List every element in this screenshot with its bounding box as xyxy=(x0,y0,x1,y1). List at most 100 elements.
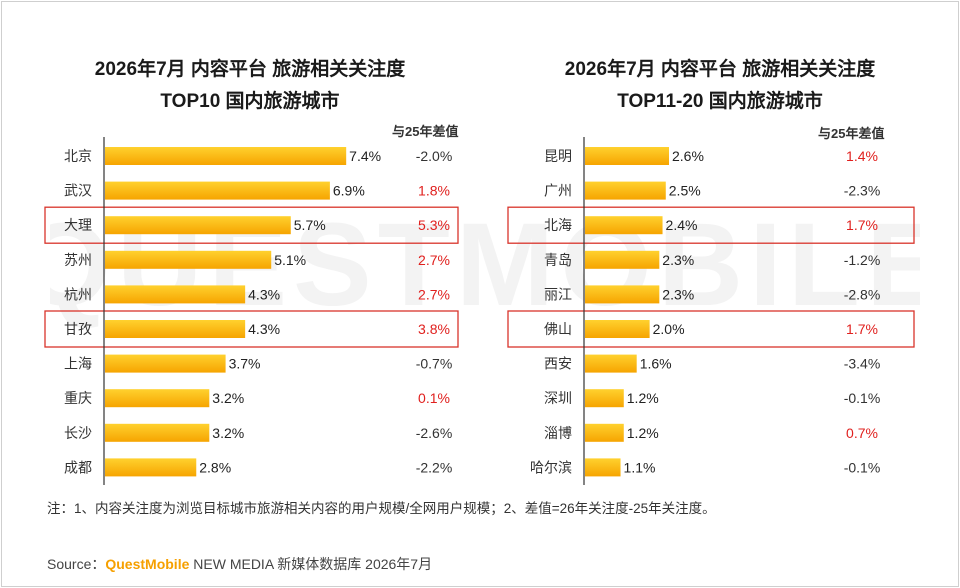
value-label: 1.6% xyxy=(640,356,672,372)
value-label: 2.3% xyxy=(662,252,694,268)
category-label: 哈尔滨 xyxy=(530,459,572,475)
diff-label: -3.4% xyxy=(844,356,881,372)
value-label: 5.1% xyxy=(274,252,306,268)
value-label: 1.2% xyxy=(627,390,659,406)
bar xyxy=(585,458,621,477)
category-label: 佛山 xyxy=(544,321,572,337)
category-label: 广州 xyxy=(544,183,572,199)
highlight-box xyxy=(44,206,459,244)
value-label: 3.7% xyxy=(229,356,261,372)
diff-label: 1.7% xyxy=(846,321,878,337)
category-label: 长沙 xyxy=(64,425,92,441)
value-label: 2.5% xyxy=(669,183,701,199)
diff-label: 1.7% xyxy=(846,217,878,233)
diff-label: 0.7% xyxy=(846,425,878,441)
right-title-line1: 2026年7月 内容平台 旅游相关关注度 xyxy=(564,59,876,80)
category-label: 杭州 xyxy=(64,286,92,302)
bar xyxy=(105,458,197,477)
bar xyxy=(105,147,347,165)
value-label: 3.2% xyxy=(212,425,244,441)
bar xyxy=(585,216,663,235)
value-label: 2.8% xyxy=(199,459,231,475)
highlight-box xyxy=(507,310,915,348)
bar xyxy=(585,354,637,373)
bar xyxy=(585,389,624,408)
bar xyxy=(585,250,660,269)
category-label: 青岛 xyxy=(544,252,572,268)
highlight-box xyxy=(507,206,915,244)
diff-label: 1.8% xyxy=(418,183,450,199)
source-label: Source： xyxy=(47,556,106,572)
left-bar-chart: 北京 7.4% -2.0% 武汉 6.9% 1.8% 大理 5.7% 5.3% 苏州 5.1% 2.7… xyxy=(44,137,459,485)
bar xyxy=(105,181,330,200)
diff-label: -2.0% xyxy=(416,148,453,164)
diff-label: 2.7% xyxy=(418,252,450,268)
value-label: 1.2% xyxy=(627,425,659,441)
right-title-line2: TOP11-20 国内旅游城市 xyxy=(617,91,823,112)
bar xyxy=(105,320,246,338)
bar xyxy=(105,423,210,442)
diff-label: 5.3% xyxy=(418,217,450,233)
value-label: 2.6% xyxy=(672,148,704,164)
source-brand: QuestMobile xyxy=(105,556,190,572)
right-chart-title: 2026年7月 内容平台 旅游相关关注度 TOP11-20 国内旅游城市 xyxy=(510,54,930,118)
left-title-line2: TOP10 国内旅游城市 xyxy=(160,91,340,112)
diff-label: 0.1% xyxy=(418,390,450,406)
diff-label: -1.2% xyxy=(844,252,881,268)
category-label: 昆明 xyxy=(544,148,572,164)
source-rest: NEW MEDIA 新媒体数据库 2026年7月 xyxy=(189,556,433,572)
bar xyxy=(105,250,272,269)
left-title-line1: 2026年7月 内容平台 旅游相关关注度 xyxy=(94,59,406,80)
category-label: 北海 xyxy=(544,217,572,233)
value-label: 4.3% xyxy=(248,321,280,337)
bar xyxy=(105,354,226,373)
value-label: 5.7% xyxy=(294,217,326,233)
value-label: 2.0% xyxy=(653,321,685,337)
bar xyxy=(585,285,660,304)
diff-label: 1.4% xyxy=(846,148,878,164)
bar xyxy=(585,320,650,338)
category-label: 大理 xyxy=(64,217,92,233)
bar xyxy=(585,423,624,442)
diff-label: -0.7% xyxy=(416,356,453,372)
value-label: 7.4% xyxy=(349,148,381,164)
footnote: 注：1、内容关注度为浏览目标城市旅游相关内容的用户规模/全网用户规模；2、差值=… xyxy=(47,501,716,516)
diff-label: -2.3% xyxy=(844,183,881,199)
left-diff-header: 与25年差值 xyxy=(392,124,459,139)
bar xyxy=(105,216,291,235)
diff-label: -2.2% xyxy=(416,459,453,475)
value-label: 2.4% xyxy=(666,217,698,233)
category-label: 甘孜 xyxy=(64,321,92,337)
highlight-box xyxy=(44,310,459,348)
value-label: 3.2% xyxy=(212,390,244,406)
diff-label: 2.7% xyxy=(418,286,450,302)
category-label: 西安 xyxy=(544,356,572,372)
left-chart-title: 2026年7月 内容平台 旅游相关关注度 TOP10 国内旅游城市 xyxy=(40,54,460,118)
diff-label: -2.8% xyxy=(844,286,881,302)
diff-label: -0.1% xyxy=(844,390,881,406)
diff-label: 3.8% xyxy=(418,321,450,337)
category-label: 武汉 xyxy=(64,183,92,199)
category-label: 上海 xyxy=(64,356,92,372)
category-label: 北京 xyxy=(64,148,92,164)
category-label: 成都 xyxy=(64,459,92,475)
value-label: 4.3% xyxy=(248,286,280,302)
right-bar-chart: 昆明 2.6% 1.4% 广州 2.5% -2.3% 北海 2.4% 1.7% 青岛 2.3% -1.… xyxy=(507,137,915,485)
category-label: 丽江 xyxy=(544,286,572,302)
category-label: 淄博 xyxy=(544,425,572,441)
bar xyxy=(105,285,246,304)
bar xyxy=(105,389,210,408)
value-label: 1.1% xyxy=(624,459,656,475)
diff-label: -2.6% xyxy=(416,425,453,441)
value-label: 2.3% xyxy=(662,286,694,302)
diff-label: -0.1% xyxy=(844,459,881,475)
right-diff-header: 与25年差值 xyxy=(818,126,885,141)
bar xyxy=(585,181,666,200)
source-line: Source：QuestMobile NEW MEDIA 新媒体数据库 2026… xyxy=(47,554,432,574)
category-label: 深圳 xyxy=(544,390,572,406)
category-label: 苏州 xyxy=(64,252,92,268)
bar xyxy=(585,147,669,165)
value-label: 6.9% xyxy=(333,183,365,199)
category-label: 重庆 xyxy=(64,390,92,406)
